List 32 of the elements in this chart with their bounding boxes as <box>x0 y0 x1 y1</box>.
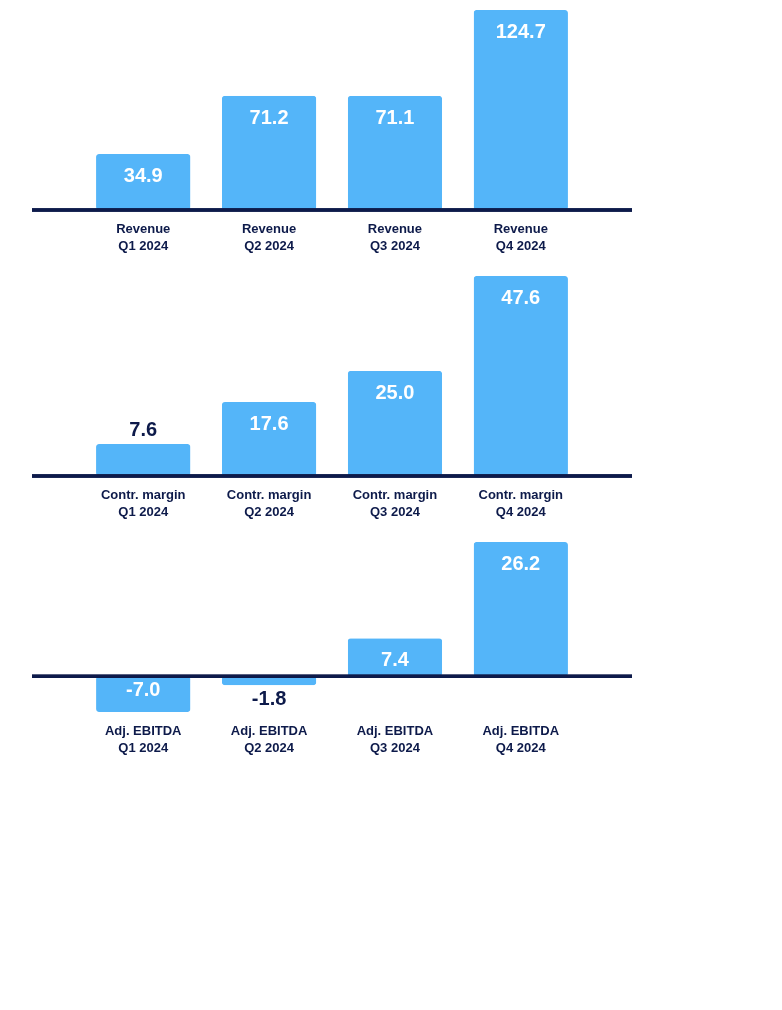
bar <box>221 95 317 210</box>
bar <box>96 154 191 210</box>
data-label: 25.0 <box>375 380 415 403</box>
data-label: -1.8 <box>251 687 287 710</box>
x-tick-label: Adj. EBITDA Q4 2024 <box>482 722 560 755</box>
x-tick-label: Contr. margin Q2 2024 <box>226 486 312 519</box>
bar <box>347 95 443 210</box>
data-label: 7.6 <box>129 418 158 441</box>
data-label: 34.9 <box>123 164 163 187</box>
x-tick-label: Adj. EBITDA Q2 2024 <box>230 722 308 755</box>
data-label: 17.6 <box>249 412 289 435</box>
bar <box>96 444 191 476</box>
bar <box>473 276 568 476</box>
x-tick-label: Contr. margin Q3 2024 <box>352 486 438 519</box>
x-tick-label: Contr. margin Q4 2024 <box>478 486 564 519</box>
data-label: -7.0 <box>126 678 161 700</box>
x-tick-label: Adj. EBITDA Q3 2024 <box>356 722 434 755</box>
data-label: 71.2 <box>249 105 289 128</box>
data-label: 26.2 <box>501 552 541 574</box>
bar <box>221 402 317 476</box>
bar <box>347 370 443 476</box>
bar <box>473 10 568 210</box>
data-label: 124.7 <box>495 20 546 42</box>
x-tick-label: Contr. margin Q1 2024 <box>100 486 186 519</box>
data-label: 71.1 <box>375 105 415 128</box>
x-tick-label: Adj. EBITDA Q1 2024 <box>104 722 183 755</box>
x-tick-label: Revenue Q3 2024 <box>367 220 423 253</box>
data-label: 47.6 <box>501 286 541 308</box>
x-tick-label: Revenue Q2 2024 <box>241 220 297 253</box>
x-tick-label: Revenue Q1 2024 <box>116 220 171 253</box>
x-tick-label: Revenue Q4 2024 <box>493 220 548 253</box>
data-label: 7.4 <box>381 648 410 671</box>
